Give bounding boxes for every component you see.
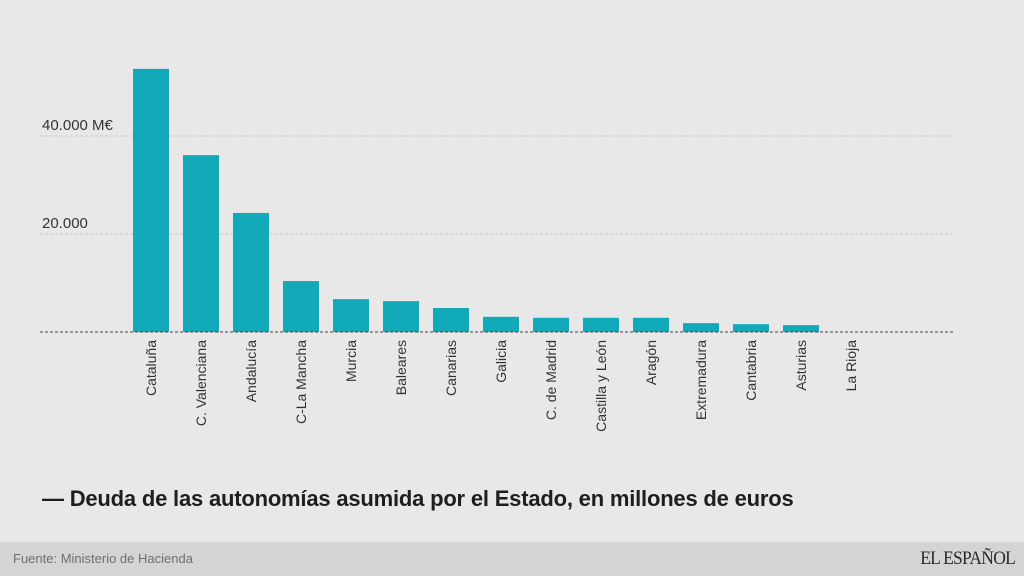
x-tick-label: Murcia bbox=[343, 340, 359, 382]
footer-bar: Fuente: Ministerio de Hacienda EL ESPAÑO… bbox=[0, 542, 1024, 576]
x-tick-label: Aragón bbox=[643, 340, 659, 385]
x-tick-label: Baleares bbox=[393, 340, 409, 395]
x-tick-label: Extremadura bbox=[693, 340, 709, 420]
bar-catalu-a bbox=[133, 68, 169, 333]
bar-asturias bbox=[783, 325, 819, 332]
x-tick-label: La Rioja bbox=[843, 340, 859, 392]
bar-arag-n bbox=[633, 317, 669, 332]
x-tick-label: Canarias bbox=[443, 340, 459, 396]
chart-title: — Deuda de las autonomías asumida por el… bbox=[42, 486, 794, 511]
bar-c-la-mancha bbox=[283, 281, 319, 332]
bar-cantabria bbox=[733, 324, 769, 332]
x-tick-label: Andalucía bbox=[243, 340, 259, 402]
bar-extremadura bbox=[683, 323, 719, 332]
x-tick-label: Cataluña bbox=[143, 340, 159, 396]
x-tick-label: Castilla y León bbox=[593, 340, 609, 432]
bar-c-de-madrid bbox=[533, 317, 569, 332]
bar-galicia bbox=[483, 316, 519, 332]
bar-baleares bbox=[383, 301, 419, 332]
x-tick-label: C-La Mancha bbox=[293, 340, 309, 424]
x-tick-label: Cantabria bbox=[743, 340, 759, 401]
bar-c-valenciana bbox=[183, 155, 219, 332]
source-text: Fuente: Ministerio de Hacienda bbox=[13, 551, 193, 566]
x-tick-label: C. de Madrid bbox=[543, 340, 559, 420]
brand-logo: EL ESPAÑOL bbox=[920, 548, 1016, 569]
x-axis-labels: Cataluña C. Valenciana Andalucía C-La Manch… bbox=[143, 340, 859, 432]
x-tick-label: Galicia bbox=[493, 340, 509, 383]
bar-andaluc-a bbox=[233, 212, 269, 332]
y-axis-ticks: 20.000 40.000 M€ bbox=[42, 117, 114, 232]
bar-canarias bbox=[433, 307, 469, 332]
bar-castilla-y-le-n bbox=[583, 317, 619, 332]
x-tick-label: Asturias bbox=[793, 340, 809, 391]
y-tick-label: 40.000 M€ bbox=[42, 117, 114, 134]
bars bbox=[133, 68, 819, 333]
gridlines bbox=[40, 135, 955, 235]
y-tick-label: 20.000 bbox=[42, 215, 88, 232]
x-tick-label: C. Valenciana bbox=[193, 340, 209, 426]
bar-murcia bbox=[333, 299, 369, 332]
bar-chart: 20.000 40.000 M€ Cataluña C. Valenciana And… bbox=[40, 68, 955, 432]
